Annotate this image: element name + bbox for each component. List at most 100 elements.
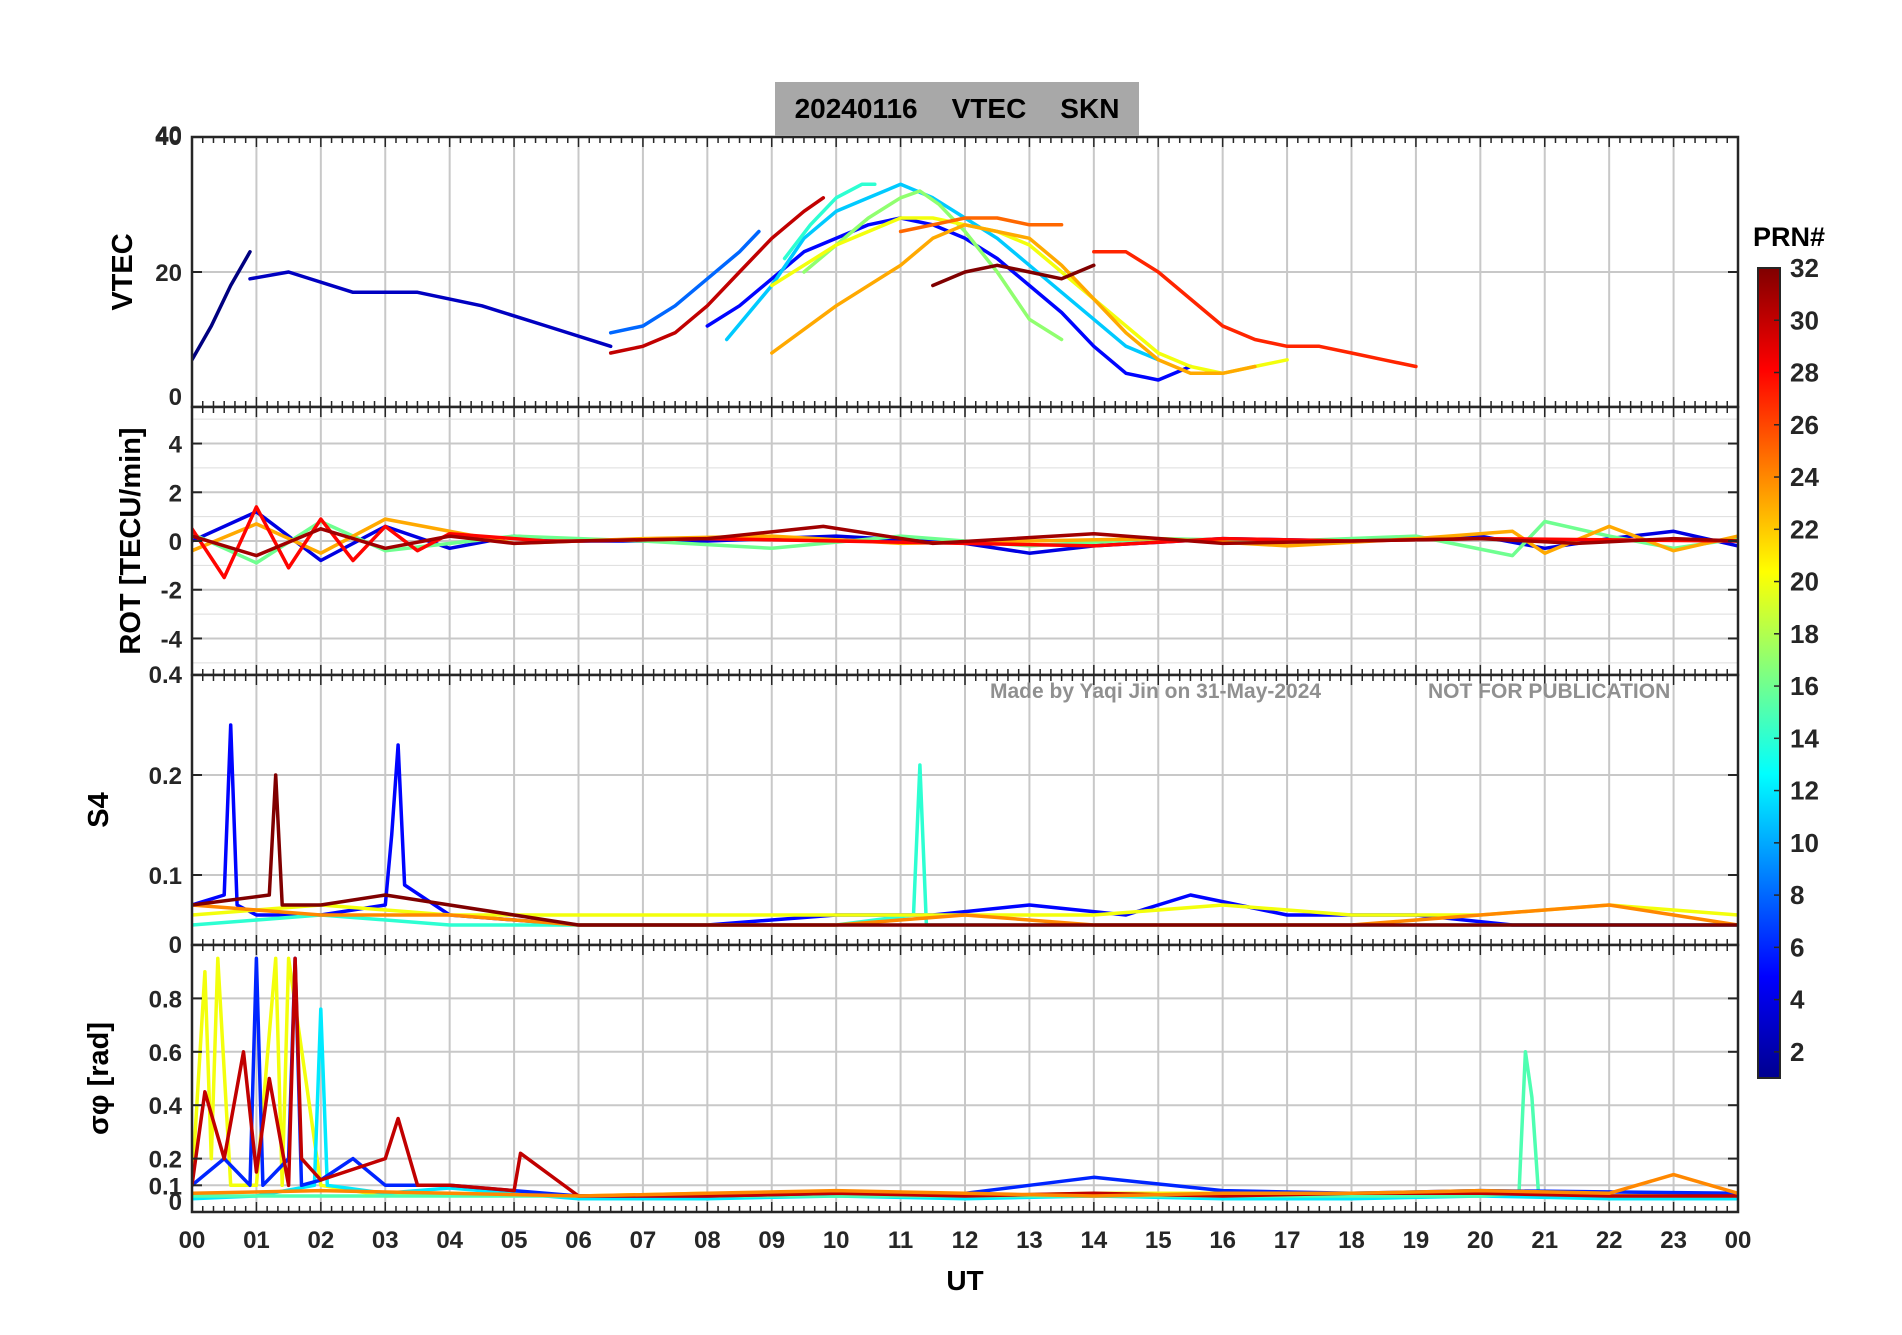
series-line-prn-28 [192, 505, 1738, 580]
x-tick-label: 09 [758, 1227, 785, 1254]
x-tick-label: 11 [888, 1227, 913, 1254]
x-tick-label: 08 [694, 1227, 721, 1254]
x-tick-label: 19 [1403, 1227, 1430, 1254]
x-tick-label: 05 [501, 1227, 528, 1254]
series-line-prn-25 [898, 216, 1064, 234]
x-tick-label: 06 [565, 1227, 592, 1254]
series-line-prn-20 [770, 216, 1289, 376]
title-quantity: VTEC [951, 93, 1027, 124]
y-tick-label: 0.2 [149, 763, 182, 790]
x-tick-label: 00 [179, 1227, 206, 1254]
y-tick-label: 0 [169, 384, 182, 411]
x-tick-label: 23 [1660, 1227, 1687, 1254]
x-tick-label: 10 [823, 1227, 850, 1254]
y-tick-label-top: 0.4 [149, 662, 183, 689]
x-tick-label: 14 [1080, 1227, 1107, 1254]
colorbar-label: PRN# [1753, 222, 1825, 252]
x-tick-label: 13 [1016, 1227, 1043, 1254]
series-line-prn-1 [192, 250, 252, 362]
watermark-notice: NOT FOR PUBLICATION [1428, 680, 1671, 703]
y-tick-label: 0 [169, 1189, 182, 1216]
y-tick-label: 0.4 [149, 1093, 183, 1120]
x-axis-label: UT [946, 1265, 983, 1296]
colorbar-tick-label: 20 [1790, 567, 1819, 597]
series-line-prn-24 [192, 1172, 1738, 1198]
y-tick-label: 0.1 [149, 1173, 182, 1200]
y-axis-label-sigma_phi: σφ [rad] [83, 1022, 115, 1135]
y-tick-label: 2 [169, 480, 182, 507]
y-tick-label: 40 [155, 122, 182, 149]
series-line-prn-17 [802, 189, 1064, 342]
y-tick-label: 0 [169, 529, 182, 556]
colorbar-tick-label: 18 [1790, 619, 1819, 649]
series-line-prn-11 [724, 182, 1161, 362]
series-group-vtec [192, 182, 1418, 382]
y-tick-label: -2 [161, 578, 182, 605]
series-line-prn-24 [192, 903, 1738, 927]
colorbar-tick-label: 26 [1790, 410, 1819, 440]
y-axis-label-rot: ROT [TECU/min] [115, 427, 147, 654]
colorbar-tick-label: 22 [1790, 514, 1819, 544]
x-tick-label: 17 [1274, 1227, 1301, 1254]
y-tick-label: 0.2 [149, 1147, 182, 1174]
colorbar-scale [1757, 267, 1781, 1079]
title-date: 20240116 [794, 93, 918, 124]
series-line-prn-8 [608, 229, 761, 335]
colorbar-tick-label: 28 [1790, 358, 1819, 388]
y-tick-label-top: 0 [169, 932, 182, 959]
title-station: SKN [1060, 93, 1120, 124]
colorbar-tick-label: 16 [1790, 671, 1819, 701]
y-tick-label: 20 [155, 260, 182, 287]
y-tick-label-top: 40 [155, 124, 182, 151]
y-axis-label-s4: S4 [83, 792, 115, 827]
panel-rot: -4 -2 0 2 4 ROT [TECU/min] [115, 405, 1740, 677]
y-tick-label: 0.1 [149, 863, 182, 890]
series-line-prn-23 [770, 223, 1257, 376]
series-line-prn-30 [192, 956, 1738, 1198]
x-tick-label: 22 [1596, 1227, 1623, 1254]
series-group-rot [192, 505, 1738, 580]
colorbar-tick-label: 4 [1790, 985, 1805, 1015]
y-tick-label: -4 [161, 626, 183, 653]
x-tick-label: 18 [1338, 1227, 1365, 1254]
series-line-prn-31 [192, 524, 1738, 558]
colorbar-tick-label: 8 [1790, 880, 1804, 910]
colorbar-tick-label: 24 [1790, 462, 1819, 492]
chart-title: 20240116 VTEC SKN [775, 82, 1139, 136]
series-line-prn-32 [192, 773, 1738, 927]
series-group-s4 [192, 723, 1738, 927]
x-tick-label: 03 [372, 1227, 399, 1254]
x-tick-label: 12 [952, 1227, 979, 1254]
y-axis-label-vtec: VTEC [107, 233, 139, 310]
watermark-author: Made by Yaqi Jin on 31-May-2024 [990, 680, 1322, 703]
series-line-prn-12 [192, 1007, 1738, 1201]
y-tick-label: 0.6 [149, 1040, 182, 1067]
x-tick-label: 21 [1531, 1227, 1558, 1254]
x-tick-label: 00 [1725, 1227, 1752, 1254]
x-tick-label: 20 [1467, 1227, 1494, 1254]
series-line-prn-30 [608, 196, 826, 355]
colorbar-tick-label: 10 [1790, 828, 1819, 858]
series-line-prn-3 [248, 270, 613, 349]
colorbar-tick-label: 14 [1790, 723, 1819, 753]
x-tick-label: 07 [630, 1227, 657, 1254]
series-group-sigma_phi [192, 956, 1738, 1201]
series-line-prn-27 [1092, 250, 1418, 369]
x-tick-label: 02 [307, 1227, 334, 1254]
series-line-prn-14 [782, 182, 877, 261]
x-tick-label: 01 [243, 1227, 270, 1254]
colorbar-tick-label: 12 [1790, 776, 1819, 806]
colorbar-tick-label: 30 [1790, 305, 1819, 335]
y-tick-label: 4 [169, 432, 183, 459]
series-line-prn-32 [931, 263, 1096, 288]
y-tick-label: 0.8 [149, 986, 182, 1013]
x-tick-label: 04 [436, 1227, 463, 1254]
colorbar-tick-label: 32 [1790, 253, 1819, 283]
x-tick-label: 15 [1145, 1227, 1172, 1254]
colorbar-tick-label: 6 [1790, 932, 1804, 962]
